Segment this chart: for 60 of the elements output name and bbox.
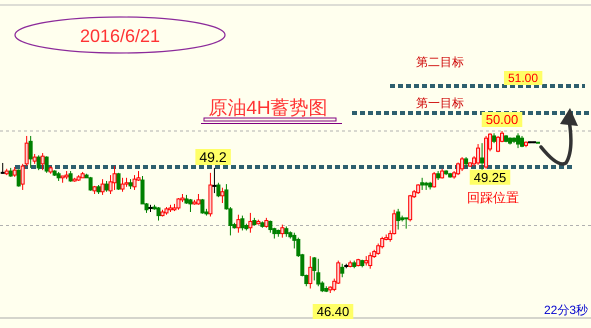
annotation: 49.25 xyxy=(474,170,506,185)
candlestick xyxy=(364,256,368,266)
candlestick xyxy=(220,187,224,204)
candlestick xyxy=(188,198,192,212)
candlestick xyxy=(40,152,45,171)
candlestick xyxy=(516,132,520,149)
candlestick xyxy=(496,135,500,153)
candlestick xyxy=(120,177,125,192)
candlestick xyxy=(420,177,424,190)
candlestick xyxy=(280,224,284,238)
candlestick xyxy=(100,178,105,196)
candlestick xyxy=(416,184,420,194)
candlestick xyxy=(36,154,41,171)
candlestick xyxy=(460,156,464,172)
candlestick xyxy=(28,135,33,168)
candlestick xyxy=(104,180,109,192)
candlestick xyxy=(404,217,408,230)
candlestick xyxy=(264,217,268,228)
candlestick xyxy=(12,166,17,178)
candlestick xyxy=(156,206,160,222)
annotation: 50.00 xyxy=(486,112,518,127)
candlestick xyxy=(284,226,288,238)
candlestick xyxy=(44,156,49,174)
candlestick xyxy=(16,168,21,188)
candlestick xyxy=(368,252,372,270)
candlestick xyxy=(248,212,252,234)
candlestick xyxy=(88,176,93,192)
candlestick xyxy=(212,167,216,194)
candlestick xyxy=(480,142,484,172)
candlestick xyxy=(132,174,137,190)
candlestick xyxy=(308,256,312,289)
chart-title: 原油4H蓄势图 xyxy=(208,98,328,119)
candlestick xyxy=(396,208,400,230)
candlestick xyxy=(32,153,37,164)
candlestick xyxy=(464,156,468,168)
candlestick xyxy=(176,198,180,210)
candlestick xyxy=(432,171,436,188)
text: 22分3秒 xyxy=(544,303,588,317)
candlestick xyxy=(200,198,204,214)
ref-line-label: 51.00 xyxy=(508,71,538,85)
ref-line-label: 第一目标 xyxy=(416,96,464,110)
chart-subtitle: 2016/6/21 xyxy=(80,26,160,46)
annotation: 回踩位置 xyxy=(467,190,519,205)
candlestick xyxy=(216,182,220,198)
annotation: 46.40 xyxy=(316,304,350,319)
ref-line-label: 49.2 xyxy=(199,149,227,165)
candlestick xyxy=(116,172,121,190)
candlestick xyxy=(196,194,200,206)
candlestick xyxy=(268,220,272,234)
candlestick xyxy=(68,170,73,182)
text: 第二目标 xyxy=(416,55,464,69)
candlestick xyxy=(476,144,480,166)
candlestick xyxy=(340,263,344,278)
candlestick xyxy=(492,132,496,144)
candlestick xyxy=(112,166,117,190)
candlestick xyxy=(408,194,412,222)
candlestick xyxy=(128,178,133,190)
candlestick xyxy=(240,215,244,231)
candlestick xyxy=(236,214,240,234)
candlestick xyxy=(0,162,5,174)
